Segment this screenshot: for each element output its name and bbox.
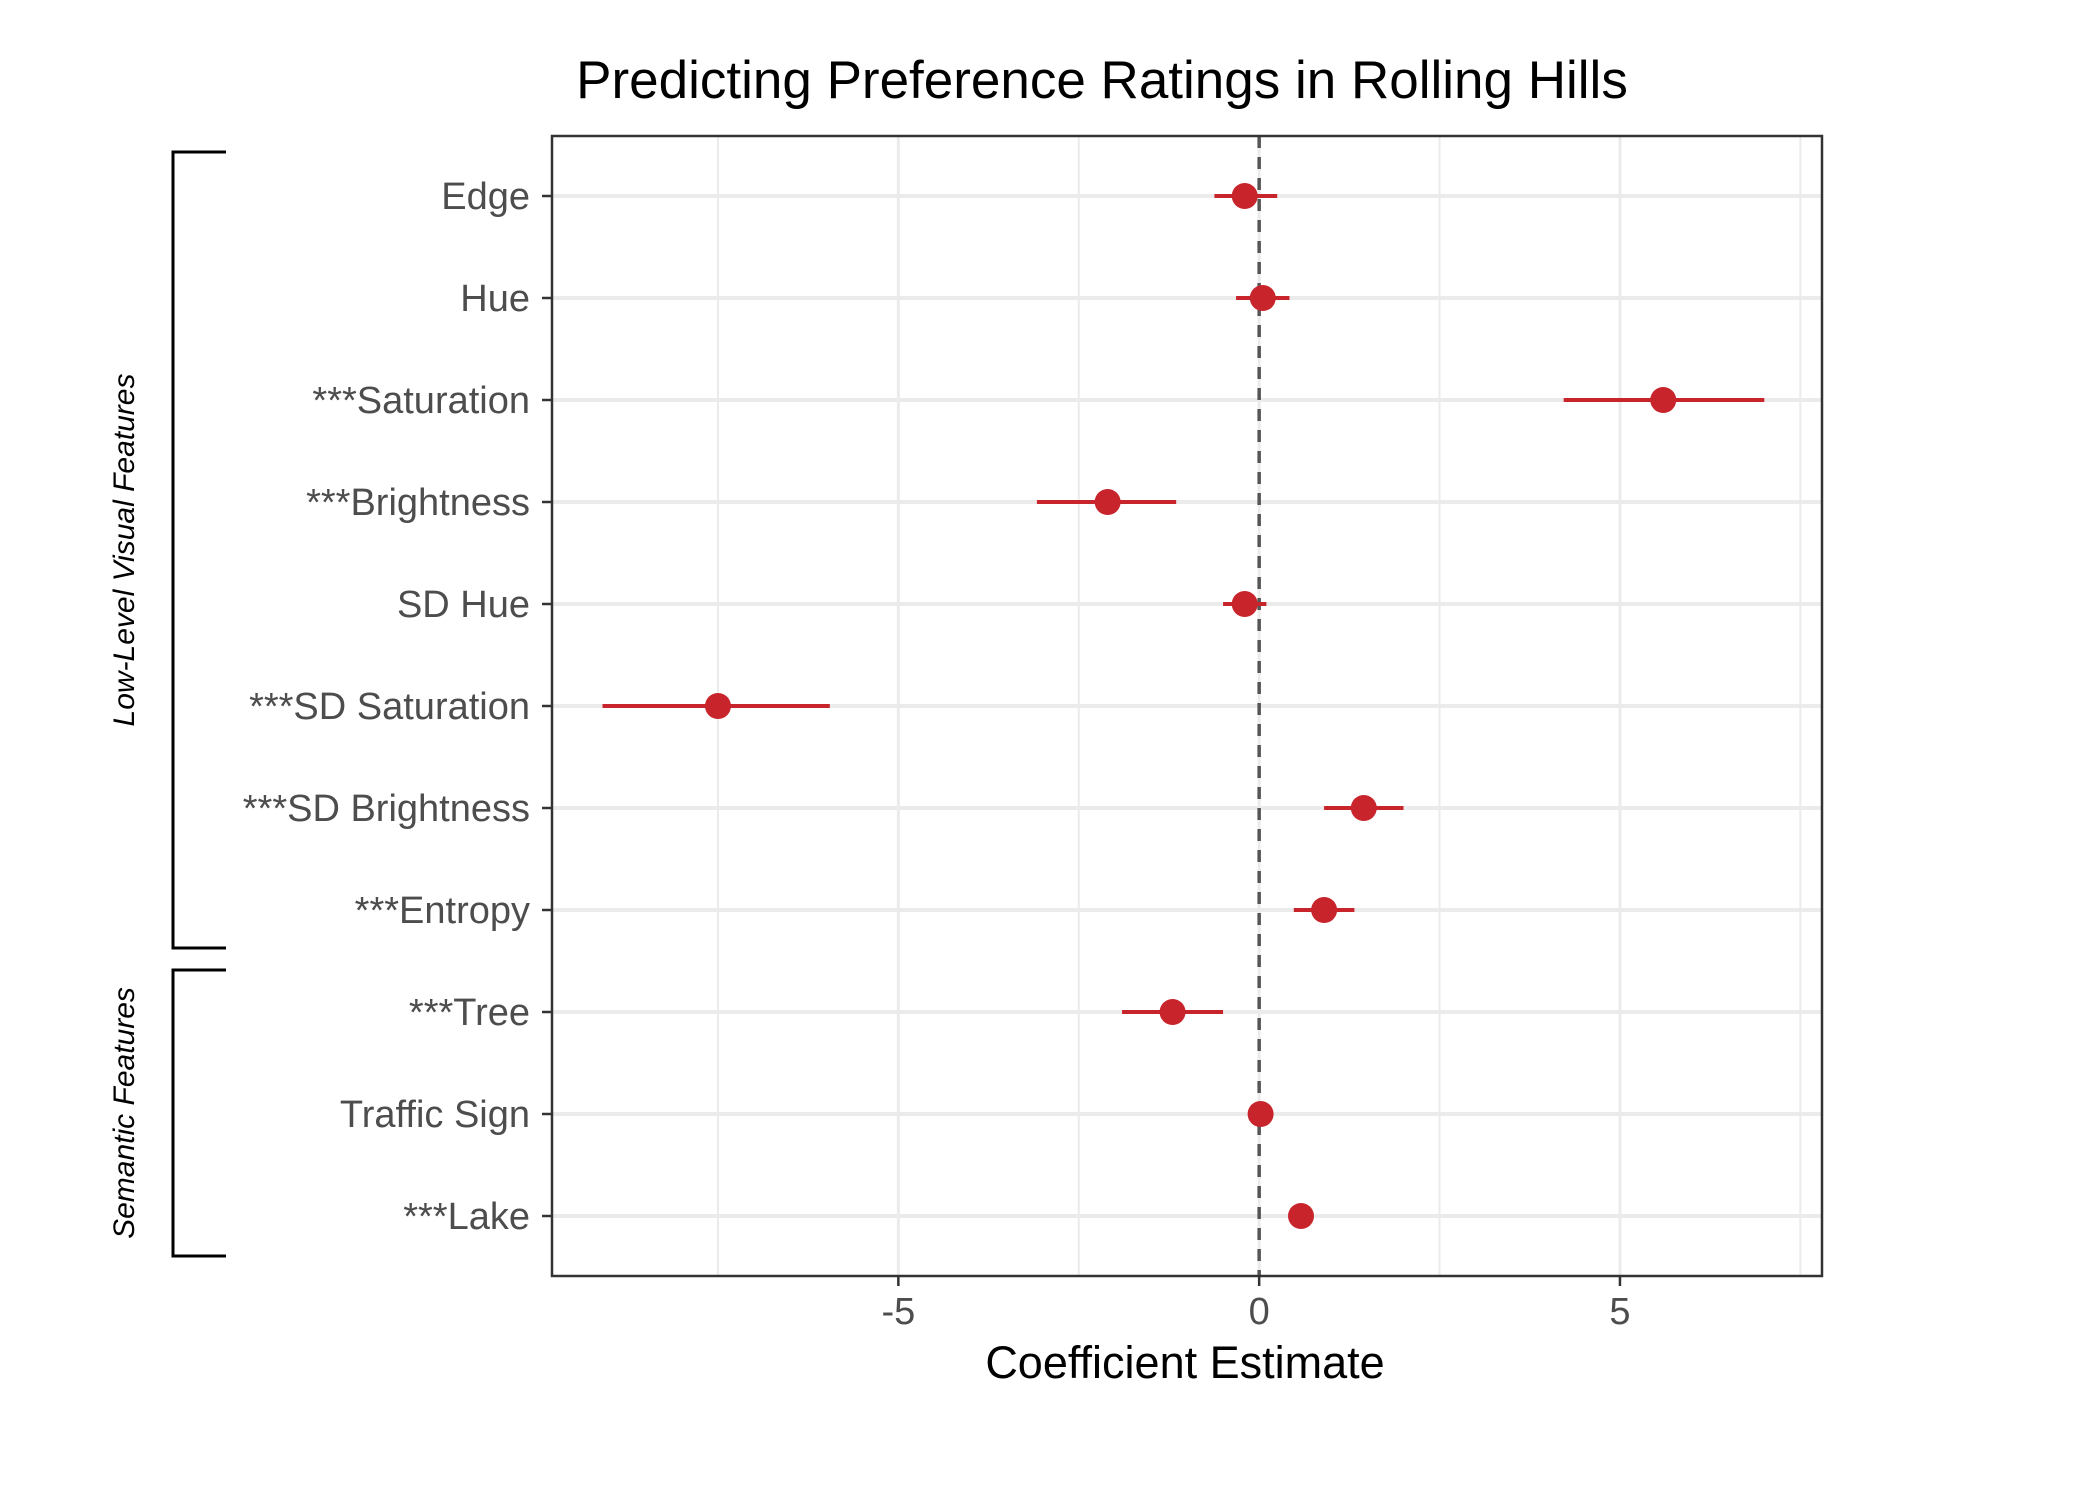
- data-point: [1249, 285, 1276, 311]
- y-tick-label: ***SD Saturation: [249, 686, 530, 728]
- chart-title: Predicting Preference Ratings in Rolling…: [576, 51, 1628, 110]
- data-point: [1288, 1203, 1315, 1229]
- data-point: [1231, 591, 1258, 617]
- y-tick-label: ***Entropy: [355, 890, 530, 932]
- group-bracket-layer: Low-Level Visual Features Semantic Featur…: [108, 150, 226, 1258]
- x-tick-label: 5: [1609, 1291, 1630, 1333]
- y-tick-label: Hue: [460, 278, 530, 320]
- data-point: [1247, 1101, 1274, 1127]
- y-tick-label: SD Hue: [397, 584, 530, 626]
- y-tick-label: Traffic Sign: [340, 1094, 530, 1136]
- y-tick-label: ***Tree: [409, 992, 530, 1034]
- y-tick-label: ***Saturation: [312, 380, 530, 422]
- data-point: [704, 693, 731, 719]
- group-label: Low-Level Visual Features: [108, 374, 141, 727]
- group-bracket: [171, 968, 226, 1258]
- group-bracket: [171, 150, 226, 950]
- y-tick-label: Edge: [441, 176, 530, 218]
- data-point: [1231, 183, 1258, 209]
- data-point: [1311, 897, 1338, 923]
- data-point: [1650, 387, 1677, 413]
- data-point: [1159, 999, 1186, 1025]
- y-tick-label: ***SD Brightness: [243, 788, 530, 830]
- y-tick-label: ***Brightness: [306, 482, 530, 524]
- group-label: Semantic Features: [108, 987, 141, 1239]
- x-tick-label: 0: [1249, 1291, 1270, 1333]
- axis-layer: Edge Hue ***Saturation ***Brightness SD Hue *…: [243, 134, 1824, 1333]
- x-tick-label: -5: [881, 1291, 915, 1333]
- data-point: [1350, 795, 1377, 821]
- data-point: [1094, 489, 1121, 515]
- y-tick-label: ***Lake: [403, 1196, 530, 1238]
- x-axis-label: Coefficient Estimate: [985, 1337, 1384, 1388]
- data-layer: [602, 183, 1765, 1229]
